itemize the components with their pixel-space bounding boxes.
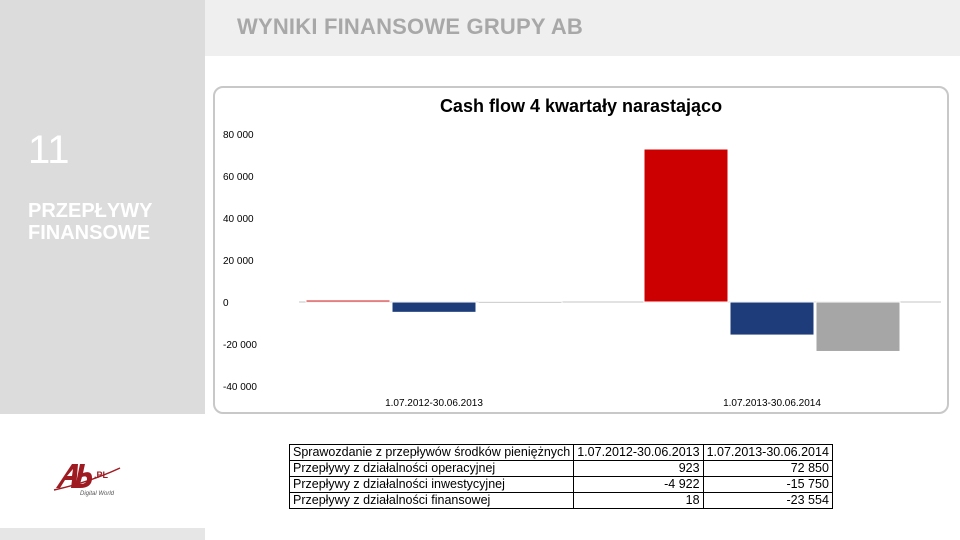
chart-title: Cash flow 4 kwartały narastająco [439,96,723,116]
y-tick-label: -20 000 [223,340,257,351]
y-tick-label: -40 000 [223,382,257,393]
table-cell: 923 [573,460,704,477]
section-title: PRZEPŁYWY FINANSOWE [28,200,152,244]
bar [729,301,815,336]
section-title-line2: FINANSOWE [28,222,151,244]
y-tick-label: 0 [223,298,229,309]
table-cell: -4 922 [573,476,704,493]
y-tick-label: 40 000 [223,214,254,225]
chart-box: Cash flow 4 kwartały narastająco -40 000… [213,86,949,414]
logo-panel: .PL Digital World [0,424,205,540]
page-title: WYNIKI FINANSOWE GRUPY AB [237,14,584,39]
bar [305,299,391,303]
table-header-row: Sprawozdanie z przepływów środków pienię… [288,444,833,461]
x-tick-label: 1.07.2012-30.06.2013 [385,398,483,409]
left-strip [0,528,205,540]
title-bar [205,0,960,56]
table-cell: Przepływy z działalności inwestycyjnej [288,476,575,493]
logo-suffix: .PL [94,470,109,480]
ab-logo: .PL Digital World [53,464,121,497]
table-cell: -23 554 [702,492,833,509]
section-title-line1: PRZEPŁYWY [28,200,153,222]
left-panel: 11 PRZEPŁYWY FINANSOWE [0,0,205,414]
table-header-cell: 1.07.2013-30.06.2014 [702,444,833,461]
table-cell: Przepływy z działalności operacyjnej [288,460,575,477]
bar-chart: -40 000 -20 000 0 20 000 40 000 60 000 80 000 1… [223,130,941,409]
table-row: Przepływy z działalności inwestycyjnej -… [288,476,833,493]
table-row: Przepływy z działalności finansowej 18 -… [288,492,833,509]
table-cell: Przepływy z działalności finansowej [288,492,575,509]
logo-tagline: Digital World [80,491,115,497]
section-number: 11 [28,128,70,172]
y-tick-label: 60 000 [223,172,254,183]
table-cell: -15 750 [702,476,833,493]
table-row: Przepływy z działalności operacyjnej 923… [288,460,833,477]
x-tick-label: 1.07.2013-30.06.2014 [723,398,821,409]
bar [477,301,563,304]
table-cell: 18 [573,492,704,509]
bar [815,301,901,352]
table-header-cell: Sprawozdanie z przepływów środków pienię… [288,444,575,461]
table-cell: 72 850 [702,460,833,477]
bar [391,301,477,313]
table-header-cell: 1.07.2012-30.06.2013 [573,444,704,461]
bar [643,148,729,303]
financial-table: Sprawozdanie z przepływów środków pienię… [288,444,833,509]
y-tick-label: 80 000 [223,130,254,141]
y-tick-label: 20 000 [223,256,254,267]
